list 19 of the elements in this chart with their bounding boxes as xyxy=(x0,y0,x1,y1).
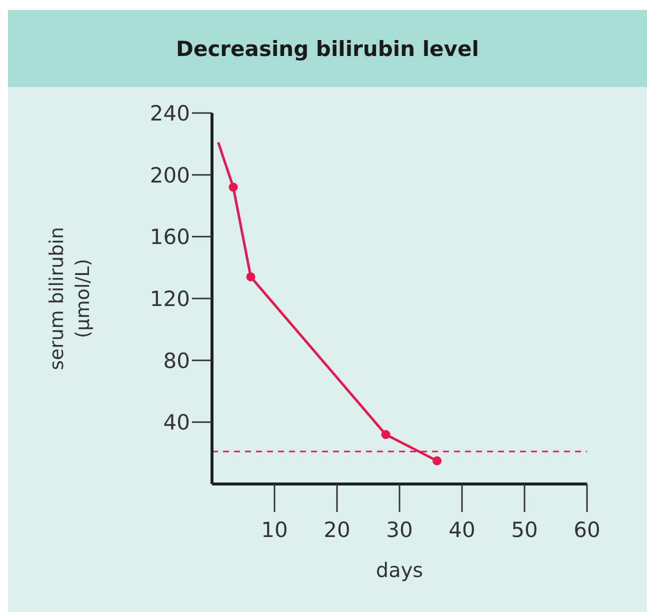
point xyxy=(228,182,238,192)
x-tick-label: 20 xyxy=(324,518,350,542)
y-tick-label: 240 xyxy=(150,101,190,126)
x-tick-label: 40 xyxy=(448,518,476,542)
x-tick-label: 60 xyxy=(574,518,600,542)
y-tick-label: 120 xyxy=(150,286,190,311)
point xyxy=(381,430,390,440)
chart-title: Decreasing bilirubin level xyxy=(8,10,647,87)
y-axis-title: serum bilirubin (µmol/L) xyxy=(46,226,94,370)
point xyxy=(246,272,256,282)
x-tick-label: 10 xyxy=(261,518,288,542)
x-axis-title: days xyxy=(376,558,424,582)
y-tick-label: 40 xyxy=(163,410,190,435)
y-tick-label: 160 xyxy=(150,225,190,250)
x-tick-label: 30 xyxy=(386,518,413,542)
point xyxy=(432,456,442,466)
y-tick-label: 200 xyxy=(150,163,190,188)
y-tick-label: 80 xyxy=(163,348,190,373)
x-tick-label: 50 xyxy=(511,518,538,542)
